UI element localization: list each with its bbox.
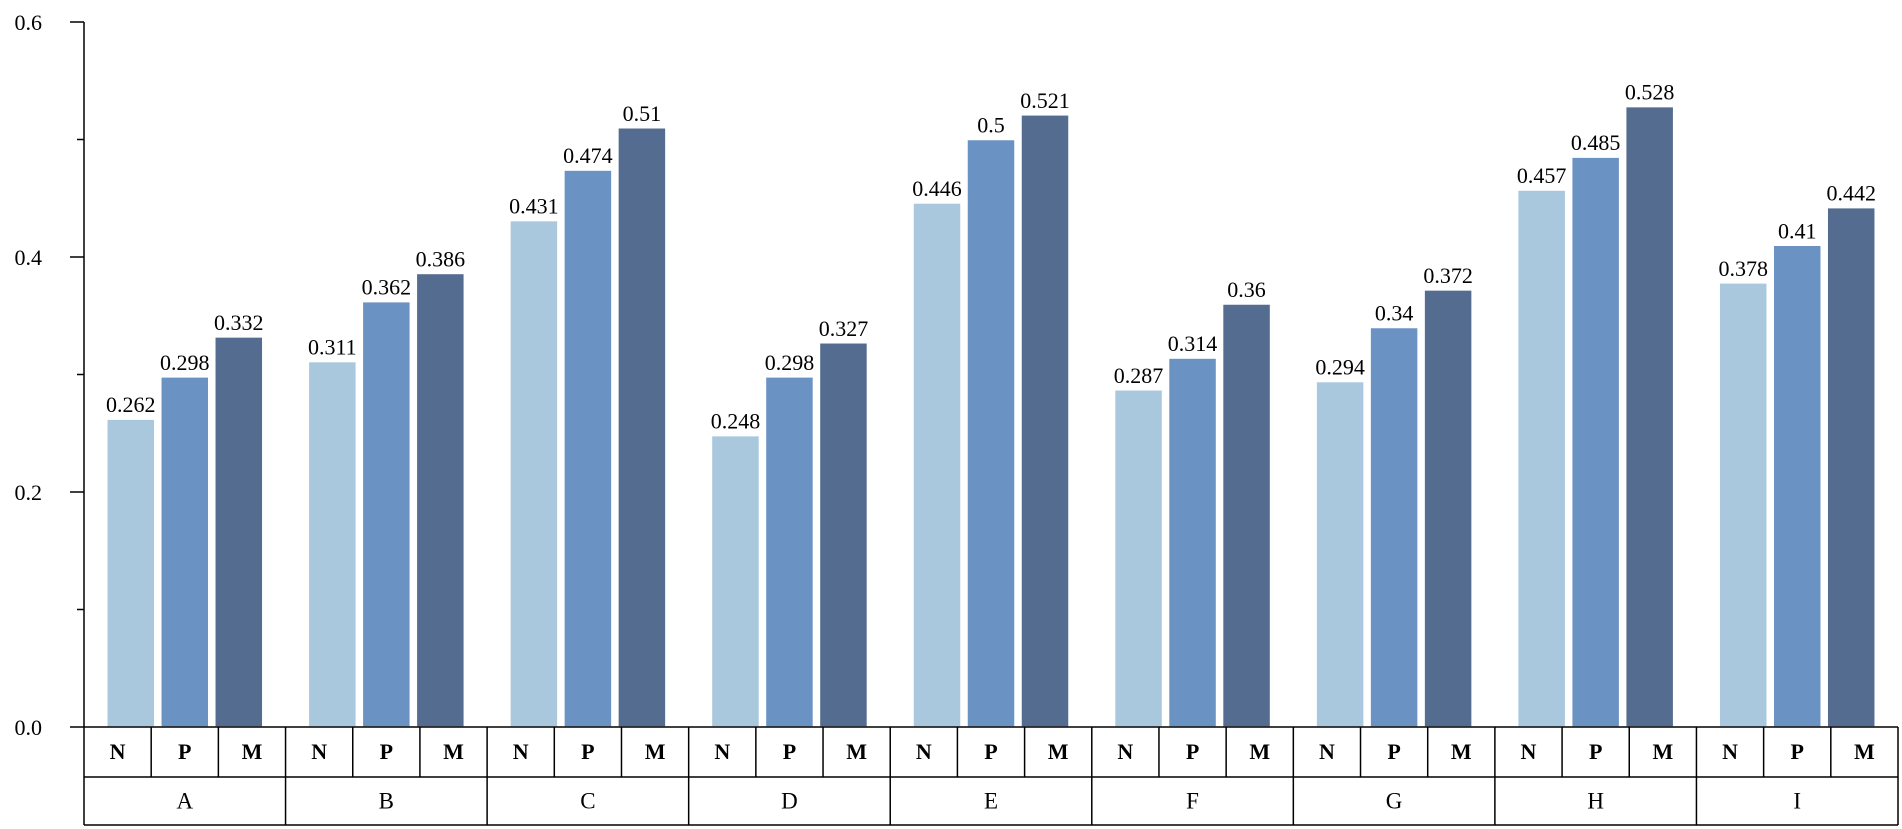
bar-n-e [912, 202, 962, 728]
data-label: 0.41 [1778, 218, 1817, 243]
category-table: N P M A N P M B N P M C N P M D N P M E N P M F N P M G N P M H N P M I [83, 726, 1899, 826]
data-label: 0.34 [1375, 301, 1414, 326]
bar-m-d [818, 342, 869, 728]
data-label: 0.327 [819, 316, 869, 341]
data-label: 0.442 [1826, 181, 1876, 206]
data-label: 0.362 [362, 275, 412, 300]
series-label-p: P [380, 739, 393, 764]
category-label-i: I [1793, 788, 1801, 813]
series-label-p: P [1186, 739, 1199, 764]
bar-n-f [1113, 389, 1164, 728]
category-label-g: G [1386, 788, 1403, 813]
y-tick-label: 0.0 [15, 715, 43, 740]
series-label-n: N [110, 739, 126, 764]
series-label-n: N [513, 739, 529, 764]
bar-n-h [1516, 189, 1567, 728]
bar-n-c [509, 219, 559, 728]
data-label: 0.298 [765, 350, 815, 375]
data-label: 0.5 [977, 113, 1005, 138]
bar-p-b [361, 300, 412, 728]
category-label-e: E [984, 788, 998, 813]
data-label: 0.528 [1625, 80, 1675, 105]
data-label: 0.372 [1423, 263, 1473, 288]
bar-n-g [1315, 380, 1365, 728]
category-label-a: A [176, 788, 193, 813]
bar-p-f [1167, 357, 1218, 728]
data-labels: 0.2620.2980.3320.3110.3620.3860.4310.474… [106, 80, 1876, 434]
bar-p-e [966, 138, 1016, 728]
bar-p-c [563, 169, 613, 728]
series-label-m: M [1249, 739, 1270, 764]
series-label-m: M [645, 739, 666, 764]
category-label-f: F [1186, 788, 1199, 813]
bar-m-g [1423, 289, 1473, 728]
data-label: 0.521 [1020, 88, 1070, 113]
bar-m-c [617, 127, 667, 728]
bar-m-i [1826, 206, 1876, 728]
category-label-h: H [1587, 788, 1604, 813]
y-tick-label: 0.6 [15, 10, 43, 35]
bar-p-i [1772, 244, 1822, 728]
series-label-m: M [1048, 739, 1069, 764]
data-label: 0.378 [1718, 256, 1768, 281]
bar-p-d [764, 376, 815, 728]
series-label-m: M [846, 739, 867, 764]
data-label: 0.36 [1227, 277, 1266, 302]
data-label: 0.311 [308, 335, 357, 360]
category-label-d: D [781, 788, 798, 813]
series-label-n: N [1319, 739, 1335, 764]
series-label-p: P [783, 739, 796, 764]
bar-p-a [160, 376, 210, 728]
series-label-m: M [1451, 739, 1472, 764]
series-label-p: P [984, 739, 997, 764]
bar-m-h [1624, 105, 1675, 728]
series-label-p: P [1387, 739, 1400, 764]
series-label-m: M [1854, 739, 1875, 764]
data-label: 0.431 [509, 194, 559, 219]
series-label-n: N [1722, 739, 1738, 764]
bar-n-d [710, 434, 761, 728]
series-label-n: N [1117, 739, 1133, 764]
series-label-p: P [1589, 739, 1602, 764]
category-label-c: C [580, 788, 595, 813]
bar-m-f [1221, 303, 1272, 728]
data-label: 0.386 [416, 246, 466, 271]
data-label: 0.446 [912, 176, 962, 201]
series-label-p: P [1790, 739, 1803, 764]
series-label-n: N [311, 739, 327, 764]
data-label: 0.51 [623, 101, 662, 126]
data-label: 0.314 [1168, 331, 1218, 356]
bar-m-e [1020, 114, 1070, 728]
data-label: 0.485 [1571, 130, 1621, 155]
bars [106, 105, 1876, 728]
data-label: 0.287 [1114, 363, 1164, 388]
data-label: 0.457 [1517, 163, 1567, 188]
bar-p-g [1369, 326, 1419, 728]
y-axis: 0.0 0.2 0.4 0.6 [15, 10, 85, 740]
bar-m-b [415, 272, 466, 728]
series-label-n: N [714, 739, 730, 764]
series-label-p: P [581, 739, 594, 764]
series-label-n: N [1521, 739, 1537, 764]
bar-n-i [1718, 282, 1768, 728]
y-tick-label: 0.4 [15, 245, 43, 270]
series-label-p: P [178, 739, 191, 764]
bar-p-h [1570, 156, 1621, 728]
series-label-m: M [443, 739, 464, 764]
data-label: 0.248 [711, 409, 761, 434]
data-label: 0.262 [106, 392, 156, 417]
bar-n-a [106, 418, 156, 728]
data-label: 0.332 [214, 310, 264, 335]
series-label-m: M [1652, 739, 1673, 764]
data-label: 0.298 [160, 350, 210, 375]
category-label-b: B [379, 788, 394, 813]
data-label: 0.294 [1315, 355, 1365, 380]
y-tick-label: 0.2 [15, 480, 43, 505]
series-label-n: N [916, 739, 932, 764]
data-label: 0.474 [563, 143, 613, 168]
bar-m-a [214, 336, 264, 728]
bar-n-b [307, 360, 358, 728]
series-label-m: M [242, 739, 263, 764]
